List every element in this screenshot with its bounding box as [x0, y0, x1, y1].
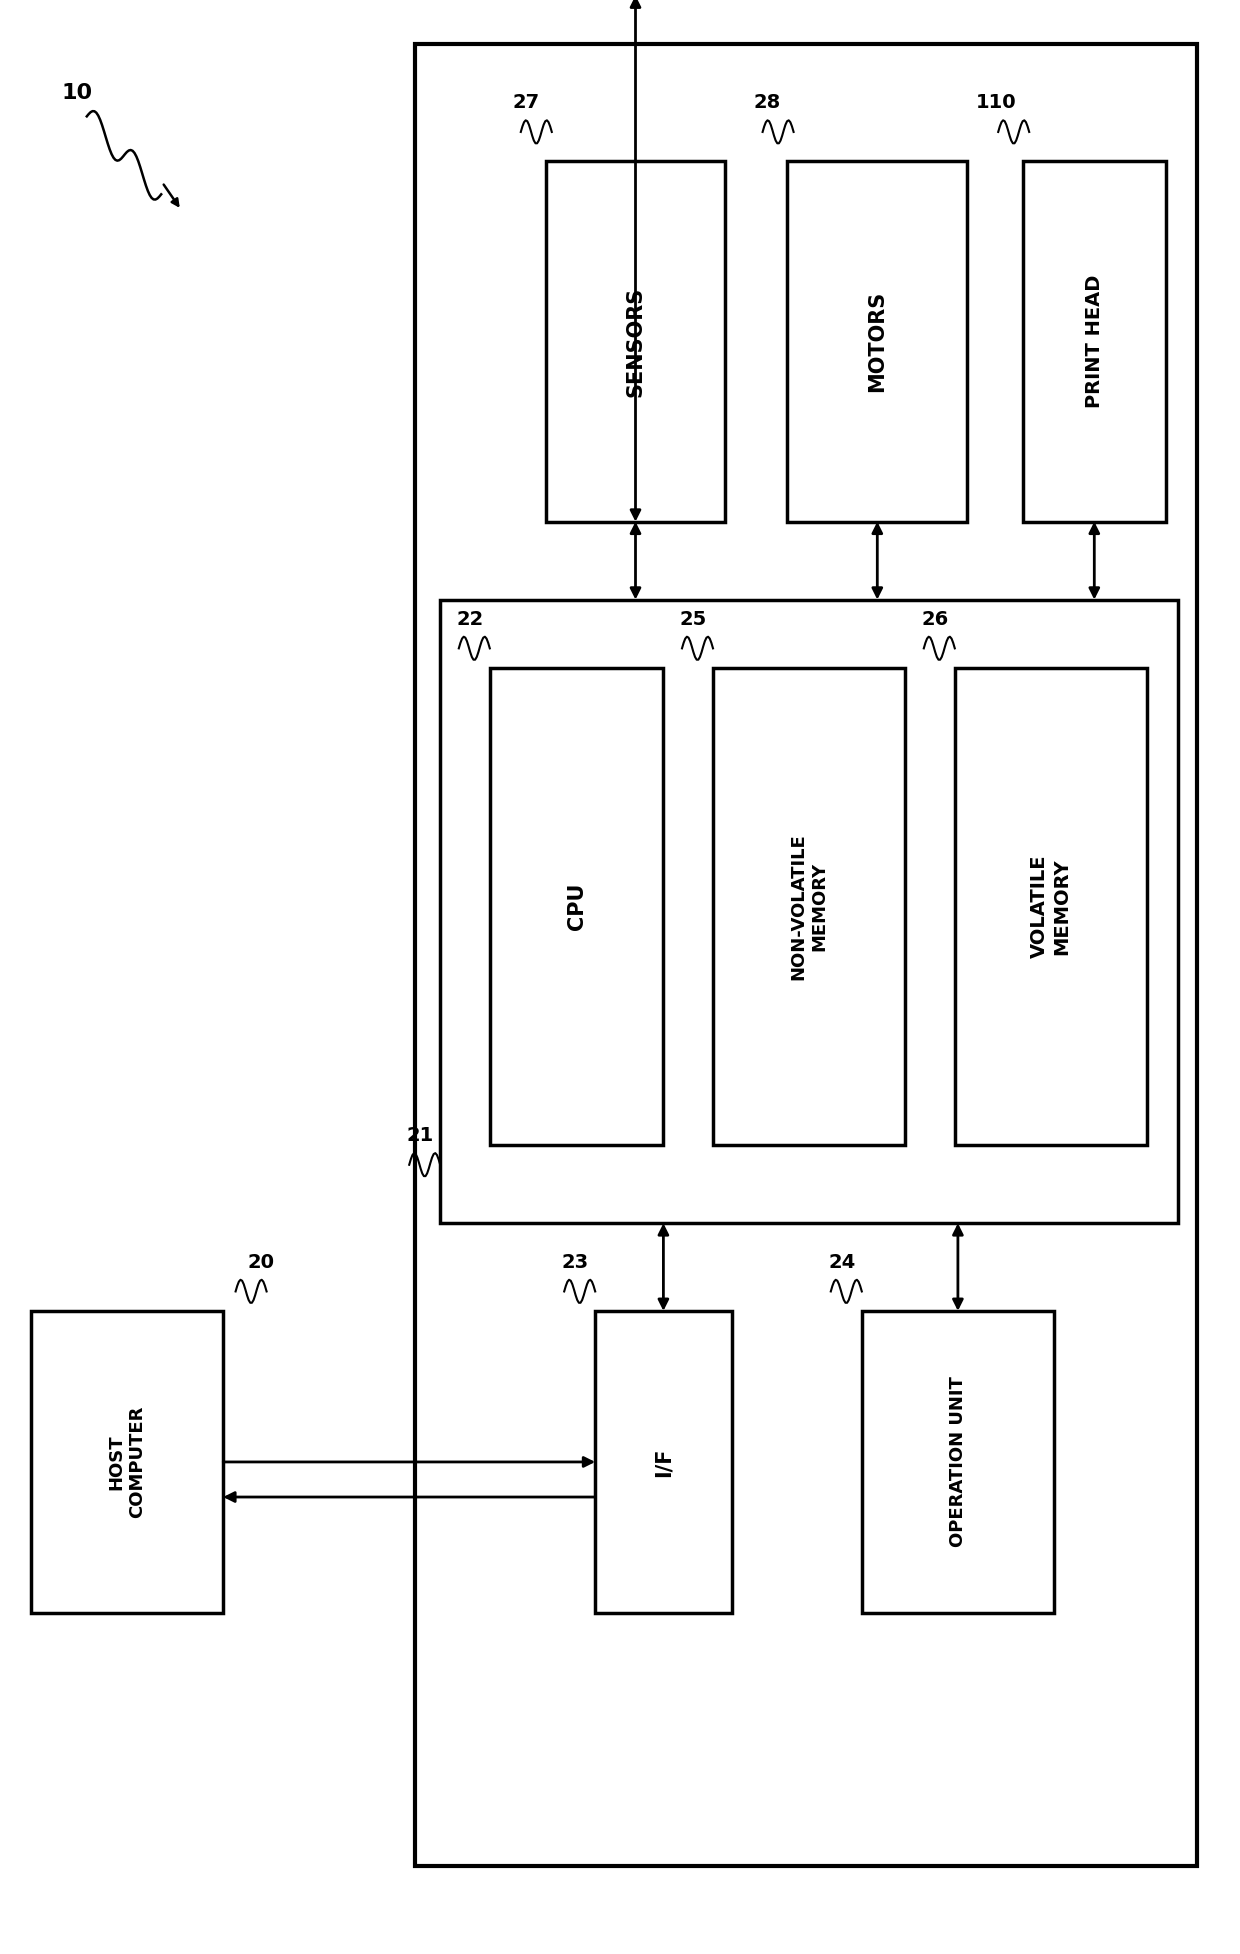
Text: 25: 25 — [680, 610, 707, 629]
Text: VOLATILE
MEMORY: VOLATILE MEMORY — [1030, 854, 1071, 957]
Text: 28: 28 — [754, 94, 781, 113]
Bar — [595, 1311, 732, 1612]
Bar — [955, 668, 1147, 1145]
Text: 110: 110 — [976, 94, 1017, 113]
Bar — [787, 160, 967, 522]
Text: NON-VOLATILE
MEMORY: NON-VOLATILE MEMORY — [790, 832, 828, 981]
Text: OPERATION UNIT: OPERATION UNIT — [949, 1376, 967, 1548]
Text: 27: 27 — [512, 94, 539, 113]
Bar — [862, 1311, 1054, 1612]
Bar — [440, 600, 1178, 1223]
Text: 20: 20 — [248, 1253, 275, 1272]
Text: 10: 10 — [62, 82, 93, 104]
Bar — [31, 1311, 223, 1612]
Bar — [415, 45, 1197, 1866]
Text: 23: 23 — [562, 1253, 589, 1272]
Text: 22: 22 — [456, 610, 484, 629]
Text: 24: 24 — [828, 1253, 856, 1272]
Text: SENSORS: SENSORS — [625, 287, 646, 397]
Text: PRINT HEAD: PRINT HEAD — [1085, 276, 1104, 408]
Text: MOTORS: MOTORS — [867, 291, 888, 393]
Text: CPU: CPU — [567, 883, 587, 930]
Text: 21: 21 — [407, 1126, 434, 1145]
Text: 26: 26 — [921, 610, 949, 629]
Bar — [490, 668, 663, 1145]
Bar — [1023, 160, 1166, 522]
Bar — [713, 668, 905, 1145]
Bar — [546, 160, 725, 522]
Text: HOST
COMPUTER: HOST COMPUTER — [108, 1405, 146, 1518]
Text: I/F: I/F — [653, 1448, 673, 1477]
